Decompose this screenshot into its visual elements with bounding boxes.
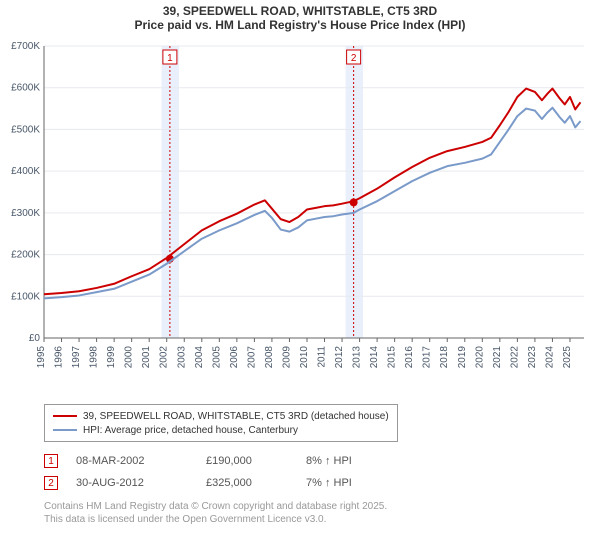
- svg-text:2: 2: [351, 53, 357, 64]
- svg-text:2002: 2002: [159, 346, 170, 369]
- svg-text:1997: 1997: [71, 346, 82, 369]
- svg-text:1999: 1999: [106, 346, 117, 369]
- svg-text:2008: 2008: [264, 346, 275, 369]
- svg-text:2007: 2007: [246, 346, 257, 369]
- svg-text:1: 1: [167, 53, 173, 64]
- callout-date: 08-MAR-2002: [76, 455, 206, 467]
- svg-text:£600K: £600K: [11, 83, 40, 94]
- chart-area: £0 £100K £200K £300K £400K £500K £600K £700K 199…: [8, 38, 592, 398]
- callout-hpi: 7% ↑ HPI: [306, 477, 352, 489]
- callout-price: £325,000: [206, 477, 306, 489]
- svg-text:2001: 2001: [141, 346, 152, 369]
- callout-price: £190,000: [206, 455, 306, 467]
- attribution-line1: Contains HM Land Registry data © Crown c…: [44, 500, 387, 513]
- svg-text:£200K: £200K: [11, 250, 40, 261]
- svg-text:2019: 2019: [457, 346, 468, 369]
- svg-text:£700K: £700K: [11, 41, 40, 52]
- chart-title-line2: Price paid vs. HM Land Registry's House …: [0, 18, 600, 32]
- svg-text:2010: 2010: [299, 346, 310, 369]
- legend-label: 39, SPEEDWELL ROAD, WHITSTABLE, CT5 3RD …: [83, 411, 389, 422]
- svg-text:2011: 2011: [317, 346, 328, 368]
- svg-text:2013: 2013: [352, 346, 363, 369]
- svg-text:2004: 2004: [194, 346, 205, 369]
- svg-text:1996: 1996: [54, 346, 65, 369]
- legend-label: HPI: Average price, detached house, Cant…: [83, 425, 298, 436]
- chart-title-block: 39, SPEEDWELL ROAD, WHITSTABLE, CT5 3RD …: [0, 0, 600, 32]
- attribution: Contains HM Land Registry data © Crown c…: [44, 500, 387, 526]
- svg-text:2006: 2006: [229, 346, 240, 369]
- legend-swatch: [53, 415, 77, 417]
- chart-title-line1: 39, SPEEDWELL ROAD, WHITSTABLE, CT5 3RD: [0, 4, 600, 18]
- legend-item: 39, SPEEDWELL ROAD, WHITSTABLE, CT5 3RD …: [53, 409, 389, 423]
- callout-marker: 2: [44, 476, 58, 490]
- svg-text:2024: 2024: [544, 346, 555, 369]
- callout-row: 1 08-MAR-2002£190,0008% ↑ HPI: [44, 450, 352, 472]
- attribution-line2: This data is licensed under the Open Gov…: [44, 513, 387, 526]
- svg-text:2022: 2022: [509, 346, 520, 369]
- callout-hpi: 8% ↑ HPI: [306, 455, 352, 467]
- svg-text:2009: 2009: [281, 346, 292, 369]
- svg-text:£0: £0: [29, 333, 41, 344]
- svg-text:2025: 2025: [562, 346, 573, 369]
- line-chart-svg: £0 £100K £200K £300K £400K £500K £600K £700K 199…: [8, 38, 592, 398]
- callout-table: 1 08-MAR-2002£190,0008% ↑ HPI 2 30-AUG-2012…: [44, 450, 352, 494]
- svg-text:1998: 1998: [89, 346, 100, 369]
- legend-swatch: [53, 429, 77, 431]
- svg-text:£100K: £100K: [11, 291, 40, 302]
- callout-date: 30-AUG-2012: [76, 477, 206, 489]
- svg-text:1995: 1995: [36, 346, 47, 369]
- svg-text:2015: 2015: [387, 346, 398, 369]
- callout-row: 2 30-AUG-2012£325,0007% ↑ HPI: [44, 472, 352, 494]
- svg-text:2016: 2016: [404, 346, 415, 369]
- callout-marker: 1: [44, 454, 58, 468]
- chart-container: 39, SPEEDWELL ROAD, WHITSTABLE, CT5 3RD …: [0, 0, 600, 560]
- svg-text:2018: 2018: [439, 346, 450, 369]
- svg-text:2014: 2014: [369, 346, 380, 369]
- svg-text:£500K: £500K: [11, 124, 40, 135]
- svg-text:2020: 2020: [474, 346, 485, 369]
- svg-text:2017: 2017: [422, 346, 433, 369]
- legend: 39, SPEEDWELL ROAD, WHITSTABLE, CT5 3RD …: [44, 404, 398, 442]
- svg-text:2003: 2003: [176, 346, 187, 369]
- svg-text:2000: 2000: [124, 346, 135, 369]
- svg-text:2021: 2021: [492, 346, 503, 369]
- legend-item: HPI: Average price, detached house, Cant…: [53, 423, 389, 437]
- svg-text:2005: 2005: [211, 346, 222, 369]
- svg-text:2023: 2023: [527, 346, 538, 369]
- svg-text:£300K: £300K: [11, 208, 40, 219]
- svg-text:£400K: £400K: [11, 166, 40, 177]
- svg-text:2012: 2012: [334, 346, 345, 369]
